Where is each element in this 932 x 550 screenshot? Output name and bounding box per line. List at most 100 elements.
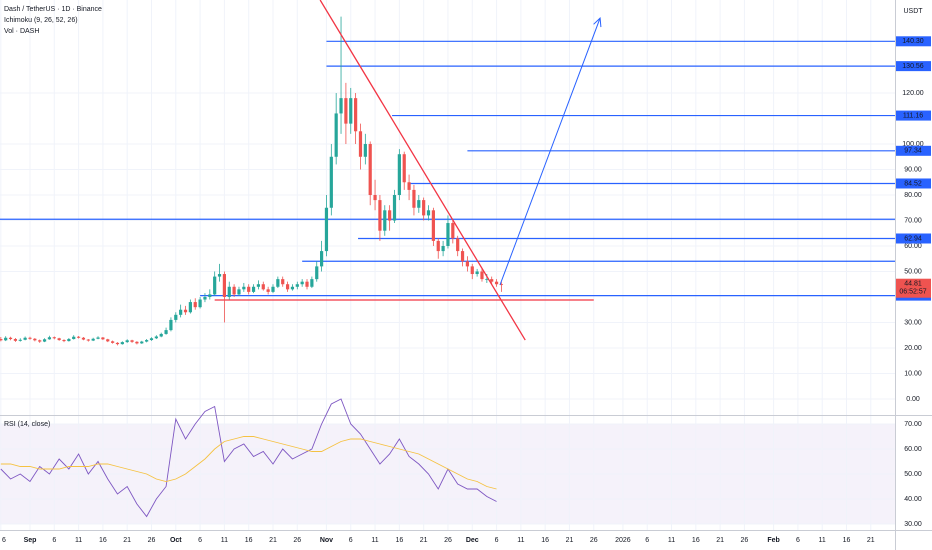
candle-body (28, 337, 32, 339)
candle-body (91, 338, 95, 341)
candle-body (388, 210, 392, 221)
candle-body (154, 336, 158, 339)
candle-body (57, 338, 61, 341)
x-tick-label: 21 (566, 537, 574, 544)
candle-body (397, 154, 401, 196)
candle-body (135, 341, 139, 344)
x-tick-label: 26 (741, 537, 749, 544)
candle-body (13, 339, 18, 341)
current-price-box (896, 278, 931, 298)
candle-body (465, 261, 470, 267)
x-tick-label: Sep (24, 537, 37, 544)
candle-body (4, 337, 8, 341)
candle-body (174, 314, 178, 320)
x-tick-label: 21 (716, 537, 724, 544)
candle-body (120, 342, 124, 345)
rsi-tick-label: 50.00 (904, 471, 922, 478)
candle-body (169, 319, 173, 331)
x-tick-label: 11 (517, 537, 524, 544)
candle-body (368, 144, 372, 196)
candle-body (494, 281, 499, 285)
candle-body (125, 340, 129, 343)
rsi-tick-label: 70.00 (904, 421, 922, 428)
candle-body (213, 276, 217, 295)
candle-body (470, 266, 474, 275)
candle-body (72, 336, 76, 340)
y-tick-label: 10.00 (904, 370, 922, 377)
candle-body (203, 296, 207, 300)
y-tick-label: 90.00 (904, 166, 922, 173)
candle-body (164, 330, 168, 334)
candle-body (436, 240, 440, 252)
candle-body (290, 286, 295, 290)
level-label-box (896, 110, 931, 121)
candle-body (373, 195, 377, 201)
rsi-tick-label: 60.00 (904, 446, 922, 453)
candle-body (329, 156, 333, 208)
level-label-box (896, 36, 931, 47)
candle-body (315, 266, 319, 280)
level-label: 84.52 (904, 180, 922, 187)
x-tick-label: Feb (767, 537, 779, 544)
x-tick-label: Oct (170, 537, 182, 544)
candle-body (363, 144, 367, 157)
candle-body (159, 333, 163, 337)
level-label-box (896, 233, 931, 244)
candle-body (358, 131, 363, 157)
level-label-box (896, 61, 931, 72)
x-tick-label: 16 (541, 537, 549, 544)
rsi-tick-label: 40.00 (904, 496, 922, 503)
y-tick-label: 70.00 (904, 217, 922, 224)
candle-body (256, 284, 261, 287)
candle-body (344, 98, 348, 124)
candle-body (383, 210, 387, 231)
candle-body (271, 286, 275, 292)
candle-body (86, 339, 90, 341)
candle-body (251, 286, 256, 292)
candle-body (188, 302, 192, 313)
x-tick-label: 6 (645, 537, 649, 544)
candle-body (198, 299, 202, 308)
candle-body (446, 223, 450, 246)
candle-body (0, 339, 3, 341)
level-label: 111.16 (903, 112, 923, 119)
candle-body (145, 340, 149, 342)
x-tick-label: 26 (148, 537, 156, 544)
y-tick-label: 120.00 (902, 90, 924, 97)
candle-body (431, 210, 435, 241)
candle-body (417, 200, 421, 208)
candle-body (217, 274, 222, 277)
candle-body (324, 207, 329, 252)
candle-body (115, 342, 120, 345)
candle-body (101, 337, 105, 340)
x-tick-label: 16 (395, 537, 403, 544)
candle-body (475, 271, 479, 275)
x-tick-label: 6 (495, 537, 499, 544)
candle-body (480, 271, 484, 280)
x-tick-label: 11 (221, 537, 228, 544)
candle-body (426, 210, 431, 216)
rsi-line (0, 436, 497, 490)
x-tick-label: 6 (52, 537, 56, 544)
price-unit: USDT (903, 8, 923, 15)
candle-body (460, 251, 465, 262)
x-tick-label: 16 (843, 537, 851, 544)
candle-body (227, 286, 231, 297)
candle-body (76, 336, 81, 338)
x-tick-label: 11 (668, 537, 675, 544)
indicator-label: Vol · DASH (4, 28, 39, 35)
candle-body (130, 340, 134, 342)
candle-body (42, 339, 47, 342)
x-tick-label: 11 (75, 537, 82, 544)
candle-body (310, 279, 314, 287)
arrow-line (499, 17, 601, 286)
candle-body (23, 337, 27, 340)
candle-body (407, 182, 411, 190)
arrow-head (593, 17, 602, 28)
x-tick-label: 26 (444, 537, 452, 544)
candle-body (402, 154, 406, 183)
candle-body (499, 284, 504, 286)
x-tick-label: 21 (867, 537, 875, 544)
candle-body (247, 286, 251, 292)
x-tick-label: 16 (692, 537, 700, 544)
